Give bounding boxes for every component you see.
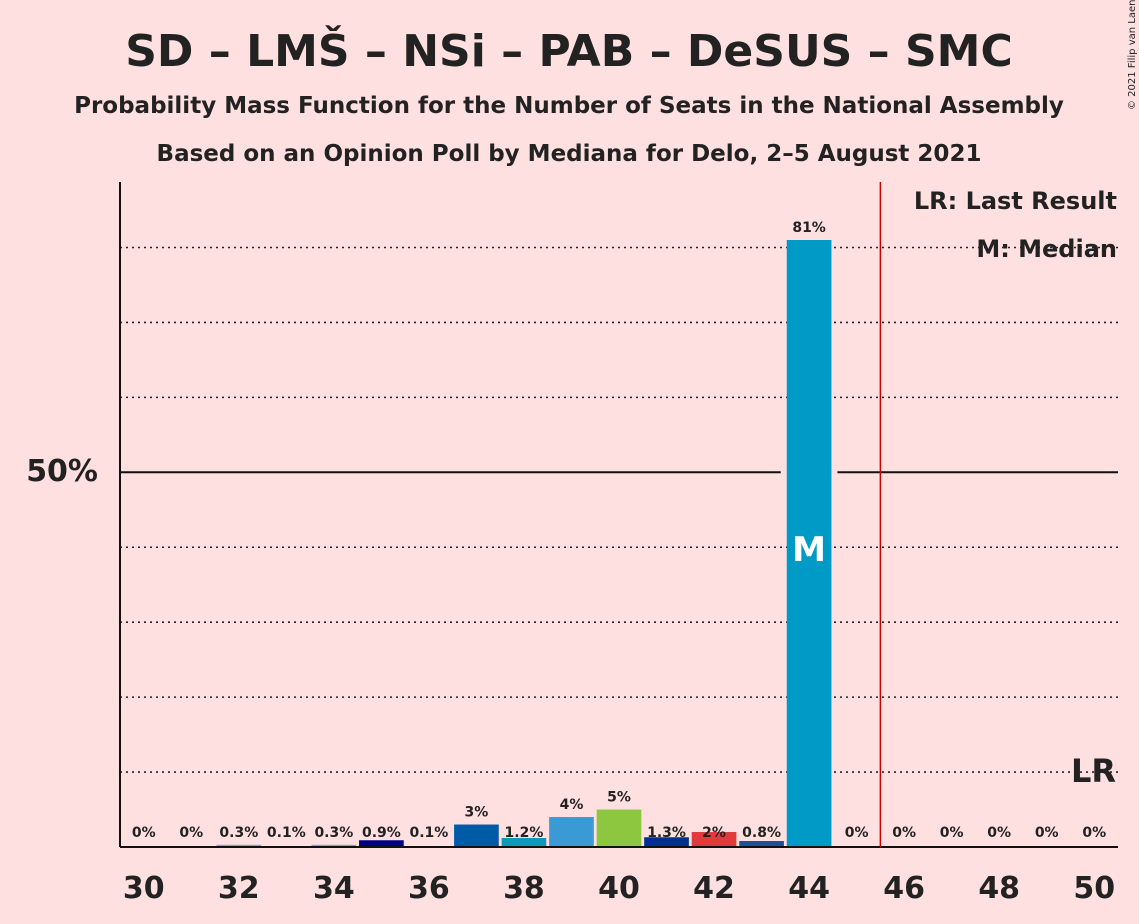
y-tick-label-50: 50%	[26, 454, 98, 489]
x-tick-48: 48	[978, 871, 1020, 906]
bar-label-40: 5%	[607, 790, 631, 806]
legend-median: M: Median	[976, 235, 1117, 263]
x-tick-32: 32	[218, 871, 260, 906]
bar-40	[596, 809, 642, 847]
bar-39	[549, 817, 594, 847]
x-tick-50: 50	[1073, 871, 1115, 906]
bar-41	[644, 837, 689, 847]
bar-42	[691, 832, 737, 847]
bar-label-47: 0%	[940, 825, 964, 841]
x-tick-34: 34	[313, 871, 355, 906]
x-tick-36: 36	[408, 871, 450, 906]
bar-label-32: 0.3%	[219, 825, 258, 841]
chart-subtitle-1: Probability Mass Function for the Number…	[74, 93, 1064, 119]
bar-44-fill	[786, 469, 832, 476]
x-tick-40: 40	[598, 871, 640, 906]
x-tick-46: 46	[883, 871, 925, 906]
bar-label-34: 0.3%	[314, 825, 353, 841]
bars: M	[216, 240, 838, 847]
chart-title: SD – LMŠ – NSi – PAB – DeSUS – SMC	[125, 24, 1013, 77]
bar-label-36: 0.1%	[409, 825, 448, 841]
bar-label-38: 1.2%	[505, 825, 544, 841]
bar-label-46: 0%	[892, 825, 916, 841]
bar-label-33: 0.1%	[267, 825, 306, 841]
bar-34	[311, 844, 357, 847]
bar-43	[739, 841, 784, 847]
bar-label-37: 3%	[465, 805, 489, 821]
x-tick-42: 42	[693, 871, 735, 906]
chart-subtitle-2: Based on an Opinion Poll by Mediana for …	[157, 141, 982, 167]
x-tick-30: 30	[123, 871, 165, 906]
bar-label-43: 0.8%	[742, 825, 781, 841]
x-tick-44: 44	[788, 871, 830, 906]
bar-32	[216, 844, 262, 847]
bar-37	[454, 824, 499, 847]
gridlines	[120, 246, 1118, 773]
bar-label-30: 0%	[132, 825, 156, 841]
bar-label-48: 0%	[987, 825, 1011, 841]
bar-38	[501, 838, 547, 847]
copyright-text: © 2021 Filip van Laenen	[1127, 0, 1138, 110]
bar-label-42: 2%	[702, 825, 726, 841]
bar-label-50: 0%	[1082, 825, 1106, 841]
bar-label-44: 81%	[792, 220, 826, 236]
bar-label-49: 0%	[1035, 825, 1059, 841]
last-result-marker: LR	[1071, 752, 1116, 790]
bar-label-31: 0%	[179, 825, 203, 841]
x-tick-38: 38	[503, 871, 545, 906]
x-tick-labels: 30 32 34 36 38 40 42 44 46 48 50	[123, 871, 1115, 906]
bar-labels: 0% 0% 0.3% 0.1% 0.3% 0.9% 0.1% 3% 1.2% 4% 5% 1.3% 2%…	[132, 220, 1106, 841]
bar-label-45: 0%	[845, 825, 869, 841]
bar-label-39: 4%	[560, 797, 584, 813]
axes: LR	[119, 182, 1118, 848]
bar-44	[786, 240, 832, 847]
bar-label-41: 1.3%	[647, 825, 686, 841]
median-marker: M	[792, 530, 826, 570]
bar-label-35: 0.9%	[362, 825, 401, 841]
bar-35	[359, 840, 404, 847]
legend-last-result: LR: Last Result	[914, 187, 1117, 215]
